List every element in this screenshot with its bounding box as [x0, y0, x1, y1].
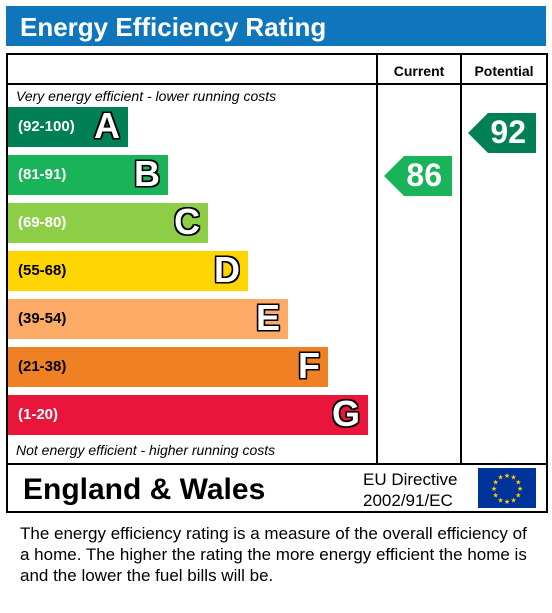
band-d: (55-68) D	[8, 249, 248, 291]
eu-star-icon: ★	[515, 479, 521, 487]
band-range: (55-68)	[18, 262, 67, 279]
current-arrow-shape	[384, 156, 452, 196]
band-b: (81-91) B	[8, 153, 168, 195]
potential-rating-arrow: 92	[468, 113, 536, 153]
eu-star-icon: ★	[504, 472, 510, 480]
divider-potential	[460, 55, 462, 463]
eu-directive: EU Directive 2002/91/EC	[363, 469, 457, 511]
band-range: (69-80)	[18, 214, 67, 231]
potential-rating-value: 92	[490, 114, 526, 150]
divider-current	[376, 55, 378, 463]
band-e: (39-54) E	[8, 297, 288, 339]
band-range: (81-91)	[18, 166, 67, 183]
band-f: (21-38) F	[8, 345, 328, 387]
band-letter: E	[255, 297, 280, 338]
current-rating-arrow: 86	[384, 156, 452, 196]
band-range: (39-54)	[18, 310, 67, 327]
band-letter: G	[331, 393, 360, 434]
country-label: England & Wales	[23, 473, 266, 506]
band-letter: F	[298, 345, 320, 386]
footer-line	[8, 463, 546, 465]
band-g: (1-20) G	[8, 393, 368, 435]
band-range: (1-20)	[18, 406, 59, 423]
band-range: (21-38)	[18, 358, 67, 375]
band-letter: A	[94, 105, 120, 146]
eu-star-icon: ★	[497, 474, 503, 482]
directive-line1: EU Directive	[363, 470, 458, 489]
page-title: Energy Efficiency Rating	[20, 12, 327, 42]
eu-flag-icon: ★ ★ ★ ★ ★ ★ ★ ★ ★ ★ ★ ★	[478, 468, 536, 508]
band-letter: C	[174, 201, 200, 242]
band-letter: D	[214, 249, 240, 290]
eu-flag-stars: ★★★★★★★★★ ★ ★★	[491, 472, 523, 506]
eu-star-icon: ★	[504, 498, 510, 506]
band-letter: B	[134, 153, 160, 194]
eu-star-icon: ★	[515, 492, 521, 500]
footer-description: The energy efficiency rating is a measur…	[20, 524, 527, 585]
eu-star-icon: ★	[493, 479, 499, 487]
current-header: Current	[393, 63, 445, 79]
potential-header: Potential	[474, 63, 534, 79]
header-line	[8, 83, 546, 85]
eu-star-icon: ★	[510, 474, 516, 482]
directive-line2: 2002/91/EC	[363, 491, 453, 510]
title-bar: Energy Efficiency Rating	[6, 6, 546, 46]
band-a: (92-100) A	[8, 105, 128, 147]
eu-star-icon: ★	[497, 496, 503, 504]
eu-star-icon: ★	[517, 485, 523, 493]
bottom-note: Not energy efficient - higher running co…	[16, 442, 276, 458]
top-note: Very energy efficient - lower running co…	[16, 88, 277, 104]
potential-arrow-shape	[468, 113, 536, 153]
current-rating-value: 86	[406, 157, 442, 193]
eu-star-icon: ★	[510, 496, 516, 504]
band-range: (92-100)	[18, 118, 75, 135]
eu-star-icon: ★	[491, 485, 497, 493]
rating-chart: Current Potential Very energy efficient …	[6, 53, 548, 513]
eu-star-icon: ★	[493, 492, 499, 500]
band-c: (69-80) C	[8, 201, 208, 243]
